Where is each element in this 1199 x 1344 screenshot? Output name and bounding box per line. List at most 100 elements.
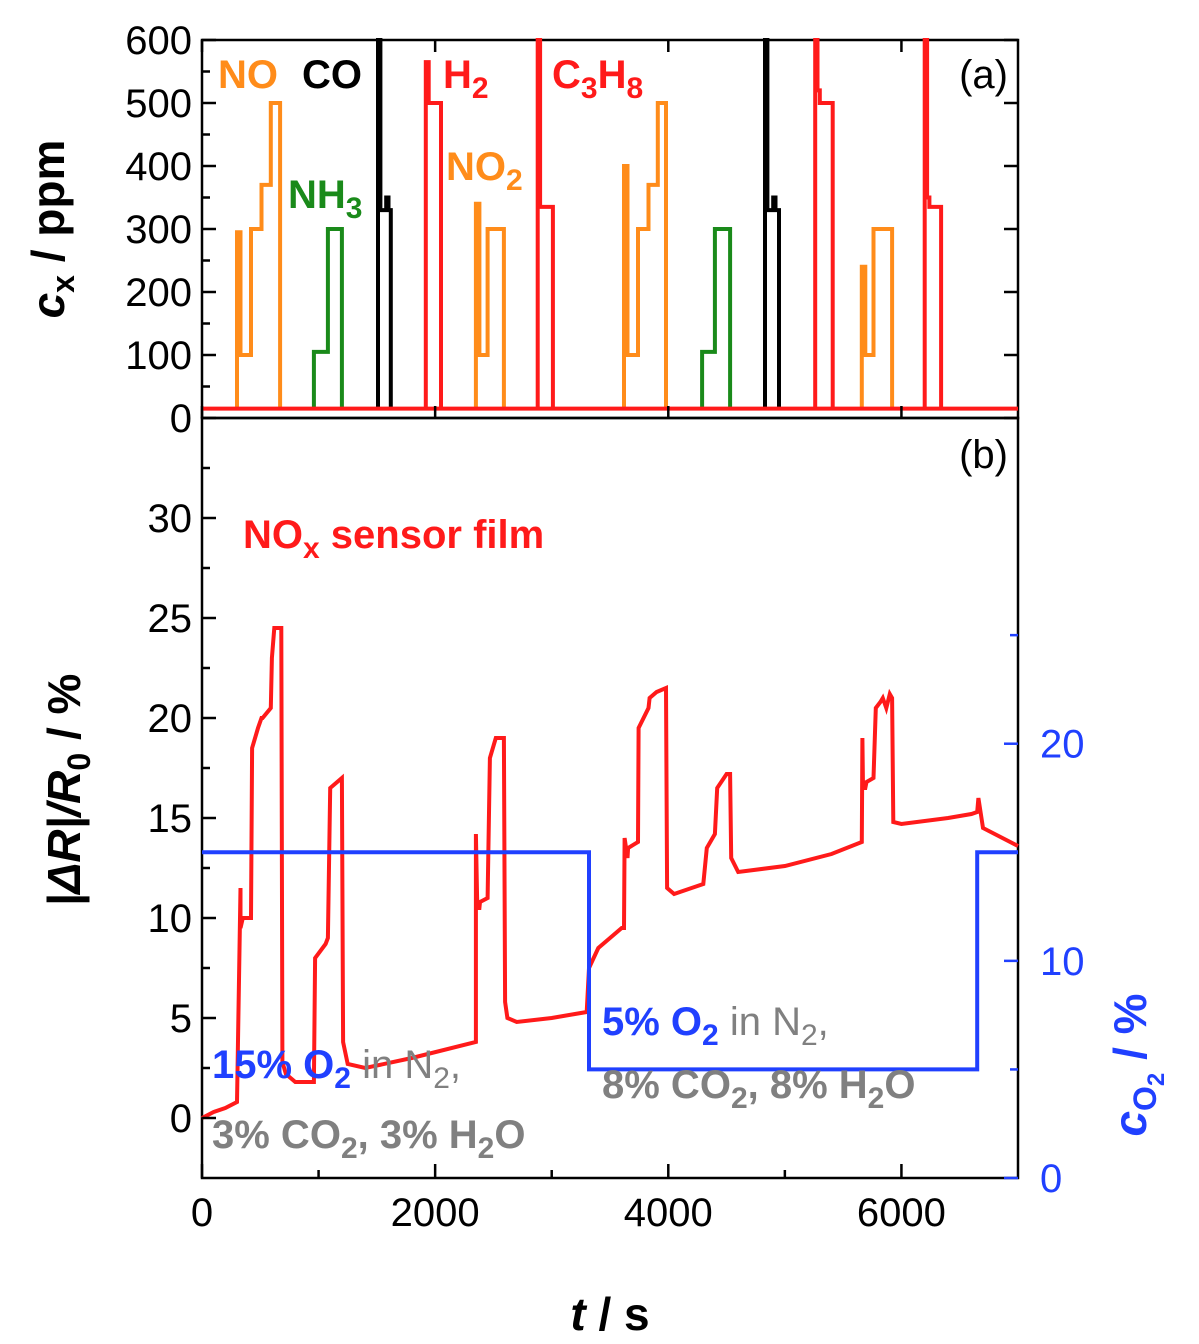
a-ytick-label-0: 0 (170, 397, 192, 441)
annotation-no2: NO2 (446, 145, 523, 197)
cond2-rest: in N (719, 1000, 801, 1044)
panel-a-ylabel: cx / ppm (22, 140, 81, 319)
cond1-rest: in N (351, 1043, 433, 1087)
panel-a-ylabel-sub: x (45, 275, 81, 293)
annotation-nh3: NH3 (288, 173, 362, 225)
panel-a-label: (a) (959, 53, 1008, 97)
cond2-line1: 5% O2 in N2, (602, 1000, 829, 1052)
x-axis-label-unit: / s (586, 1288, 650, 1340)
cond2-h2o: , 8% H (748, 1063, 868, 1107)
b-y2tick-label-10: 10 (1040, 940, 1085, 984)
series-no-0 (235, 101, 283, 409)
sensor-label-sub: x (303, 532, 320, 565)
cond1-co2sub: 2 (341, 1132, 358, 1165)
o2-axis-subsub: 2 (1143, 1073, 1170, 1086)
a-ytick-label-300: 300 (125, 208, 192, 252)
cond2-pct: 5% O (602, 1000, 702, 1044)
series-c3h8-11 (922, 38, 944, 409)
panel-a-ylabel-unit: / ppm (22, 140, 74, 275)
b-xtick-label-0: 0 (191, 1191, 213, 1235)
panel-a-ylabel-main: c (22, 293, 74, 319)
a-ytick-label-200: 200 (125, 271, 192, 315)
annotation-h2: H2 (443, 53, 489, 105)
panel-b-ylabel-right: cO2 / % (1104, 993, 1170, 1136)
cond1-n2sub: 2 (433, 1062, 450, 1095)
b-ytick-label-30: 30 (148, 497, 193, 541)
sensor-film-label: NOx sensor film (243, 513, 544, 565)
b-ytick-label-0: 0 (170, 1097, 192, 1141)
cond2-co2: 8% CO (602, 1063, 731, 1107)
series-co-7 (763, 38, 781, 409)
annotation-no2-main: NO (446, 145, 506, 189)
b-xtick-label-2000: 2000 (391, 1191, 480, 1235)
cond2-n2sub: 2 (801, 1019, 818, 1052)
b-xtick-label-4000: 4000 (624, 1191, 713, 1235)
panel-b-ylabel-unit: / % (38, 674, 90, 753)
annotation-c3h8-h: H (598, 53, 627, 97)
b-ytick-label-5: 5 (170, 997, 192, 1041)
sensor-label-rest: sensor film (320, 513, 545, 557)
series-h2-9 (813, 38, 835, 409)
series-c3h8-10 (535, 38, 555, 409)
cond2-co2sub: 2 (731, 1082, 748, 1115)
series-no2-1 (473, 201, 506, 409)
x-axis-label-main: t (570, 1288, 587, 1340)
cond1-pct: 15% O (212, 1043, 334, 1087)
b-ytick-label-20: 20 (148, 697, 193, 741)
series-nh3-4 (311, 227, 344, 409)
panel-a-series (202, 38, 1018, 411)
cond1-co2: 3% CO (212, 1113, 341, 1157)
cond1-o2sub: 2 (334, 1062, 351, 1095)
series-co-6 (376, 38, 393, 409)
o2-axis-sub: O (1127, 1086, 1163, 1111)
panel-b-series (201, 626, 1019, 1120)
panel-b-ylabel-sub: 0 (61, 753, 97, 771)
cond1-comma: , (450, 1043, 461, 1087)
annotation-no: NO (218, 53, 278, 97)
b-xtick-label-6000: 6000 (857, 1191, 946, 1235)
series-h2-8 (423, 60, 443, 409)
annotation-c3h8-c: C (552, 53, 581, 97)
cond1-line2: 3% CO2, 3% H2O (212, 1113, 525, 1165)
cond2-o2sub: 2 (702, 1019, 719, 1052)
b-ytick-label-25: 25 (148, 597, 193, 641)
series-no-2 (622, 101, 668, 409)
annotation-co: CO (302, 53, 362, 97)
cond1-o: O (494, 1113, 525, 1157)
annotation-c3h8: C3H8 (552, 53, 643, 105)
panel-b-label: (b) (959, 433, 1008, 477)
b-y2tick-label-0: 0 (1040, 1157, 1062, 1201)
a-ytick-label-600: 600 (125, 19, 192, 63)
b-ytick-label-15: 15 (148, 797, 193, 841)
annotation-c3h8-8: 8 (626, 72, 643, 105)
annotation-h2-sub: 2 (472, 72, 489, 105)
a-ytick-label-500: 500 (125, 82, 192, 126)
a-ytick-label-100: 100 (125, 334, 192, 378)
panel-b-ylabel-main: |ΔR|/R (38, 771, 90, 907)
cond2-h2osub: 2 (868, 1082, 885, 1115)
o2-axis-unit: / % (1104, 993, 1156, 1072)
b-y2tick-label-20: 20 (1040, 723, 1085, 767)
a-ytick-label-400: 400 (125, 145, 192, 189)
annotation-h2-main: H (443, 53, 472, 97)
x-axis-label: t / s (570, 1288, 649, 1340)
annotation-nh3-main: NH (288, 173, 346, 217)
annotation-nh3-sub: 3 (346, 192, 363, 225)
series-nh3-5 (700, 227, 733, 409)
cond2-comma: , (818, 1000, 829, 1044)
sensor-label-main: NO (243, 513, 303, 557)
annotation-no2-sub: 2 (506, 164, 523, 197)
panel-b-ylabel: |ΔR|/R0 / % (38, 674, 97, 907)
series-no2-3 (859, 227, 895, 409)
o2-axis-main: c (1104, 1111, 1156, 1137)
series-o2 (202, 850, 1018, 1072)
cond1-h2osub: 2 (478, 1132, 495, 1165)
cond2-o: O (884, 1063, 915, 1107)
cond2-line2: 8% CO2, 8% H2O (602, 1063, 915, 1115)
panel-b-frame (200, 416, 1020, 1180)
annotation-c3h8-3: 3 (581, 72, 598, 105)
b-ytick-label-10: 10 (148, 897, 193, 941)
cond1-line1: 15% O2 in N2, (212, 1043, 461, 1095)
